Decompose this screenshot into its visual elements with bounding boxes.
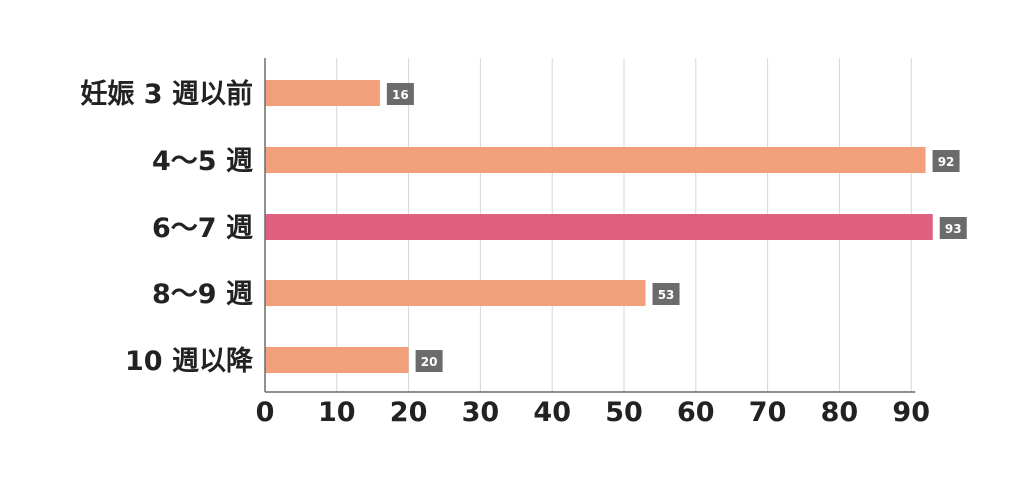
axes xyxy=(264,58,916,393)
bar-0 xyxy=(265,80,380,106)
value-badge-0 xyxy=(386,83,414,105)
value-badge-4 xyxy=(415,350,443,372)
bar-2 xyxy=(265,214,933,240)
bar-4 xyxy=(265,347,409,373)
x-tick-label-50: 50 xyxy=(605,397,643,428)
category-label-0: 妊娠 3 週以前 xyxy=(80,78,253,110)
value-label-4: 20 xyxy=(421,355,438,369)
value-badge-2 xyxy=(939,217,967,239)
x-tick-label-40: 40 xyxy=(533,397,571,428)
category-label-4: 10 週以降 xyxy=(125,346,254,377)
value-label-1: 92 xyxy=(938,155,955,169)
category-label-1: 4〜5 週 xyxy=(152,146,253,177)
category-label-2: 6〜7 週 xyxy=(152,213,253,244)
x-tick-label-90: 90 xyxy=(892,397,930,428)
x-tick-label-30: 30 xyxy=(462,397,500,428)
x-tick-label-60: 60 xyxy=(677,397,715,428)
value-labels: 16 92 93 53 20 xyxy=(386,83,967,372)
category-label-3: 8〜9 週 xyxy=(152,279,253,310)
value-label-2: 93 xyxy=(945,222,962,236)
value-label-3: 53 xyxy=(658,288,675,302)
category-labels: 妊娠 3 週以前 4〜5 週 6〜7 週 8〜9 週 10 週以降 xyxy=(80,78,254,377)
bars xyxy=(265,80,933,373)
x-tick-label-70: 70 xyxy=(749,397,787,428)
x-tick-label-10: 10 xyxy=(318,397,356,428)
bar-3 xyxy=(265,280,646,306)
value-label-0: 16 xyxy=(392,88,409,102)
bar-1 xyxy=(265,147,926,173)
value-badge-1 xyxy=(932,150,960,172)
x-tick-label-20: 20 xyxy=(390,397,428,428)
value-badge-3 xyxy=(652,283,680,305)
x-tick-label-0: 0 xyxy=(256,397,275,428)
x-tick-label-80: 80 xyxy=(821,397,859,428)
x-tick-labels: 0 10 20 30 40 50 60 70 80 90 xyxy=(256,397,930,428)
